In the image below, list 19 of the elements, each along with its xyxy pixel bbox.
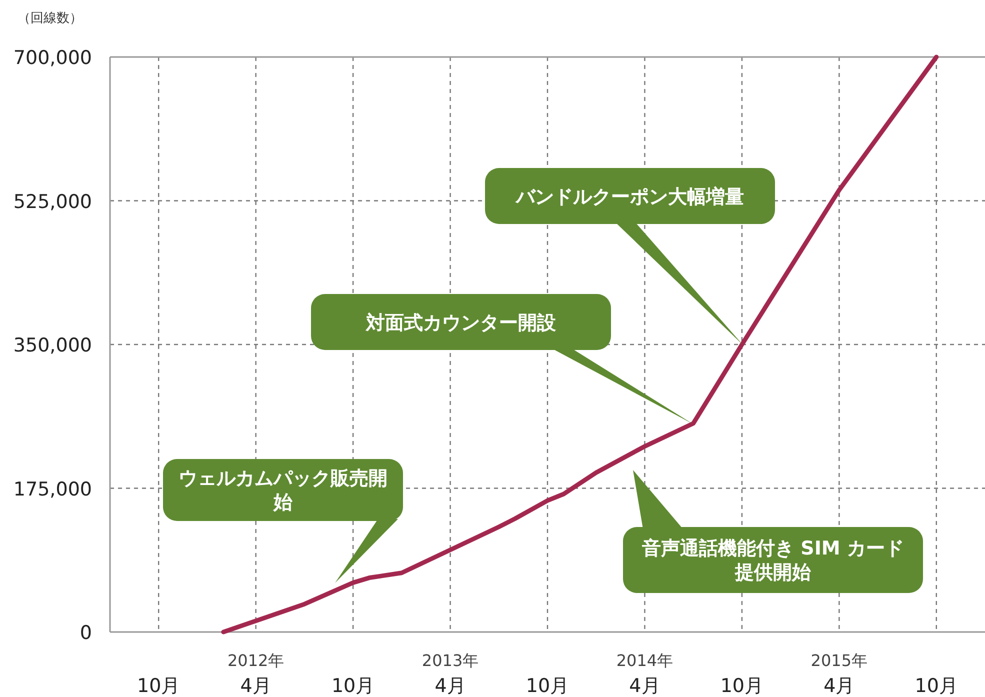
x-tick-label: 2015年 4月 bbox=[810, 651, 868, 697]
annotation: バンドルクーポン大幅増量 bbox=[515, 186, 744, 208]
x-tick-label: 2012年 4月 bbox=[227, 651, 284, 697]
annotation: 対面式カウンター開設 bbox=[365, 312, 557, 334]
x-tick-label: 10月 bbox=[526, 675, 570, 697]
x-tick-label: 10月 bbox=[137, 675, 180, 697]
y-tick-label: 700,000 bbox=[13, 47, 92, 69]
x-tick-label: 10月 bbox=[914, 675, 958, 697]
x-tick-label: 10月 bbox=[720, 675, 764, 697]
x-tick-label: 2013年 4月 bbox=[422, 651, 479, 697]
annotation: ウェルカムパック販売開始 bbox=[178, 468, 388, 514]
y-tick-label: 350,000 bbox=[13, 334, 92, 356]
y-tick-label: 525,000 bbox=[13, 190, 92, 213]
y-tick-label: 175,000 bbox=[13, 478, 92, 500]
y-tick-label: 0 bbox=[80, 622, 92, 644]
y-axis-title: （回線数） bbox=[18, 11, 82, 26]
annotation: 音声通話機能付き SIM カード提供開始 bbox=[641, 538, 904, 584]
x-tick-label: 2014年 4月 bbox=[616, 651, 674, 697]
x-tick-label: 10月 bbox=[331, 675, 375, 697]
